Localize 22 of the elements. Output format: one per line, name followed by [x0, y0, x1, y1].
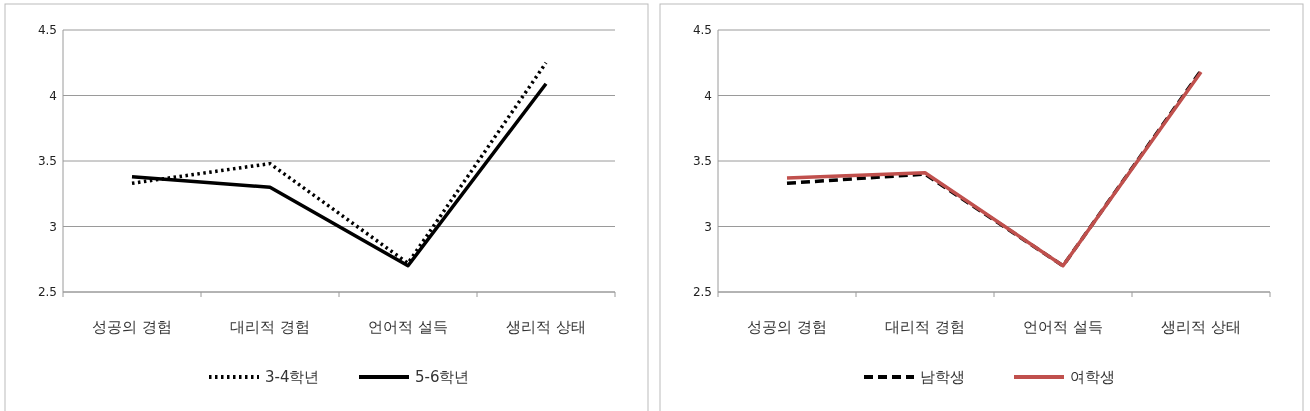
x-tick-label: 대리적 경험: [885, 318, 965, 336]
y-tick-label: 4.5: [37, 23, 57, 37]
legend-label: 남학생: [920, 368, 965, 386]
y-tick-label: 2.5: [37, 285, 57, 299]
y-tick-label: 4: [49, 88, 57, 103]
y-tick-label: 3: [49, 219, 57, 234]
y-tick-label: 2.5: [692, 285, 712, 299]
legend-label: 5-6학년: [415, 368, 470, 386]
x-tick-label: 대리적 경험: [230, 318, 310, 336]
y-tick-label: 4.5: [692, 23, 712, 37]
x-tick-label: 성공의 경험: [92, 318, 172, 336]
y-tick-label: 3.5: [692, 154, 712, 168]
legend-label: 3-4학년: [265, 368, 320, 386]
x-tick-label: 생리적 상태: [1161, 318, 1241, 336]
x-tick-label: 언어적 설득: [1023, 318, 1103, 336]
x-tick-label: 생리적 상태: [506, 318, 586, 336]
y-tick-label: 3: [704, 219, 712, 234]
x-tick-label: 성공의 경험: [747, 318, 827, 336]
y-tick-label: 4: [704, 88, 712, 103]
legend-label: 여학생: [1070, 368, 1115, 386]
y-tick-label: 3.5: [37, 154, 57, 168]
x-tick-label: 언어적 설득: [368, 318, 448, 336]
